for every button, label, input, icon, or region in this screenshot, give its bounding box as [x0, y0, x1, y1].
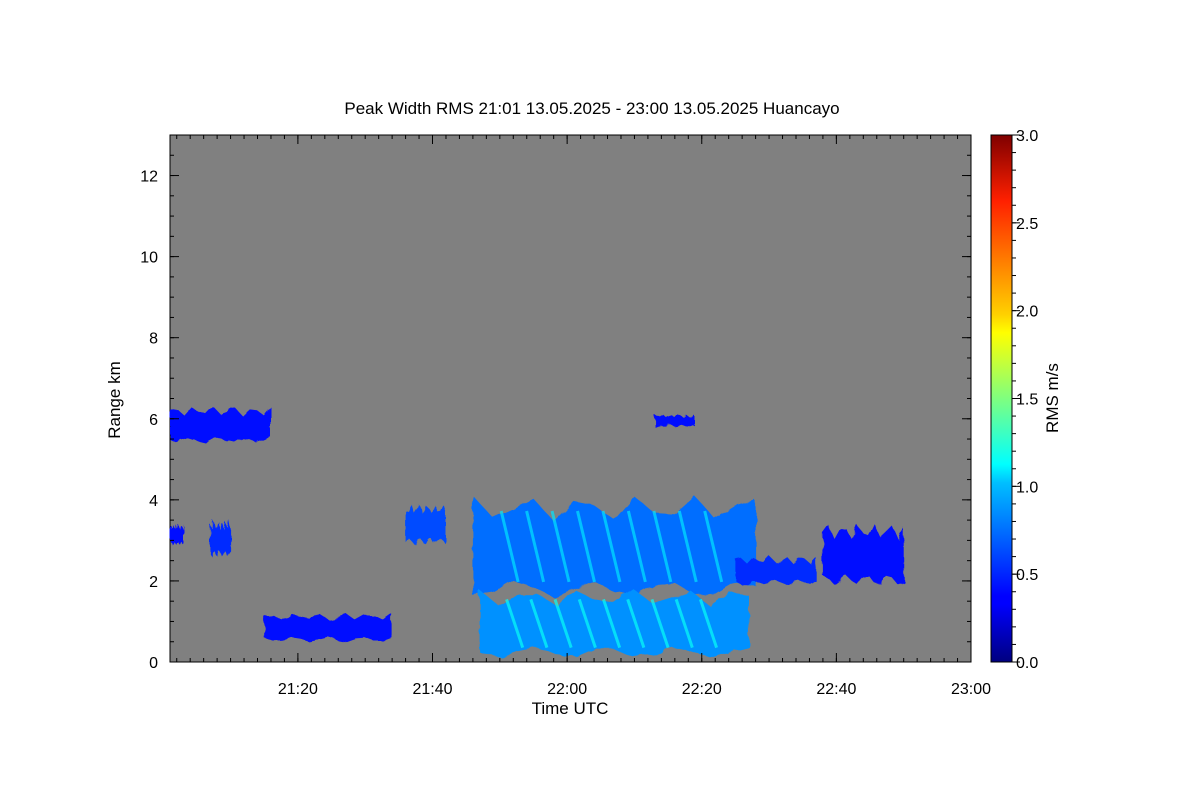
cloud-streak	[703, 510, 724, 583]
x-tick-label: 21:40	[412, 681, 452, 698]
cloud-streak	[650, 598, 670, 649]
x-tick-label: 22:20	[682, 681, 722, 698]
y-tick-label: 6	[149, 412, 158, 429]
region-tail-22:28	[735, 556, 817, 585]
cloud-streak	[698, 598, 718, 649]
data-regions	[170, 406, 904, 658]
colorbar-tick-label: 0.5	[1016, 567, 1038, 584]
y-axis-label: Range km	[105, 361, 124, 438]
cloud-streak	[677, 510, 698, 583]
y-tick-label: 8	[149, 331, 158, 348]
region-echo-1km-scattered	[264, 613, 393, 642]
colorbar-tick-label: 1.0	[1016, 479, 1038, 496]
colorbar-tick-label: 3.0	[1016, 128, 1038, 145]
region-echo-22:38	[822, 524, 904, 585]
colorbar-label: RMS m/s	[1043, 363, 1062, 433]
cloud-streak	[499, 510, 520, 583]
x-axis-label: Time UTC	[532, 699, 609, 718]
y-tick-label: 4	[149, 493, 158, 510]
cloud-streak	[550, 510, 571, 583]
y-tick-label: 0	[149, 655, 158, 672]
y-tick-label: 2	[149, 574, 158, 591]
region-echo-3km-small	[210, 520, 231, 557]
colorbar-ticks: 0.0 0.5 1.0 1.5 2.0 2.5 3.0	[1012, 128, 1038, 672]
cloud-streak	[576, 510, 596, 583]
colorbar	[990, 134, 1013, 663]
x-tick-label: 23:00	[951, 681, 991, 698]
colorbar-tick-label: 1.5	[1016, 392, 1038, 409]
region-layer-6km-left	[170, 406, 271, 444]
cloud-streak	[525, 510, 546, 583]
cloud-streak	[602, 598, 622, 649]
region-layer-6km-mid	[654, 414, 695, 427]
region-main-cloud-lower	[479, 589, 749, 658]
cloud-streak	[529, 598, 549, 649]
x-tick-label: 22:40	[816, 681, 856, 698]
cloud-streak	[601, 510, 622, 583]
colorbar-tick-label: 2.0	[1016, 304, 1038, 321]
cloud-streak	[505, 598, 525, 649]
cloud-streak	[553, 598, 573, 649]
y-tick-label: 10	[140, 250, 158, 267]
cloud-streak	[577, 598, 597, 649]
axis-ticks: 21:20 21:40 22:00 22:20 22:40 23:00 0 2 4 6 8 10 12	[140, 135, 991, 698]
colorbar-tick-label: 2.5	[1016, 216, 1038, 233]
cloud-streak	[674, 598, 694, 649]
x-tick-label: 22:00	[547, 681, 587, 698]
cloud-streak	[626, 598, 646, 649]
region-echo-21:36	[405, 504, 446, 545]
y-tick-label: 12	[140, 169, 158, 186]
region-main-cloud-upper	[472, 495, 756, 598]
chart-title: Peak Width RMS 21:01 13.05.2025 - 23:00 …	[344, 99, 839, 118]
cloud-streak	[626, 510, 647, 583]
x-tick-label: 21:20	[278, 681, 318, 698]
region-echo-left-3km	[170, 524, 184, 545]
cloud-streak	[652, 510, 673, 583]
colorbar-tick-label: 0.0	[1016, 655, 1038, 672]
